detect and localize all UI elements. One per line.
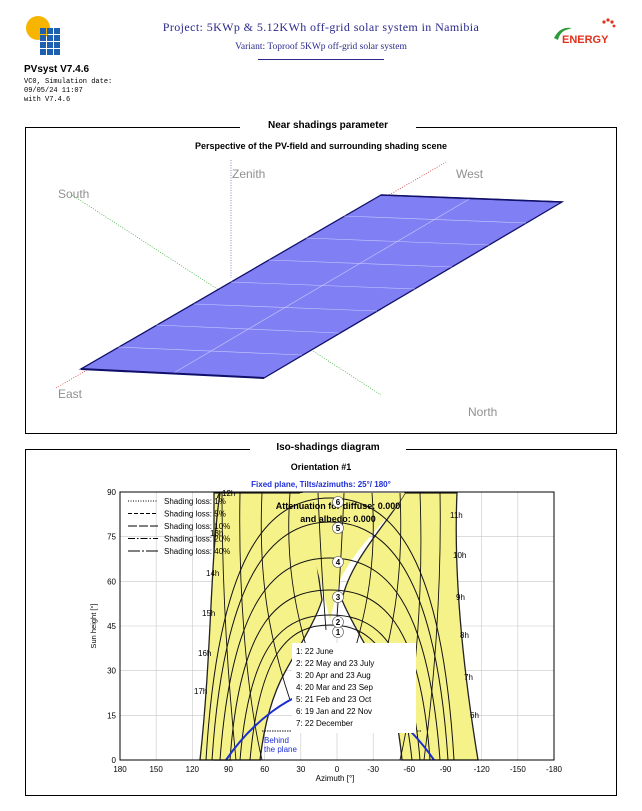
hour-label: 11h (450, 511, 463, 520)
section-rule (124, 449, 244, 450)
date-marker-number: 5 (336, 524, 341, 533)
project-title: Project: 5KWp & 5.12KWh off-grid solar s… (162, 20, 480, 34)
date-legend-item: 3: 20 Apr and 23 Aug (296, 671, 371, 680)
date-legend-item: 7: 22 December (296, 719, 353, 728)
date-legend-item: 6: 19 Jan and 22 Nov (296, 707, 372, 716)
y-tick-label: 30 (107, 667, 116, 676)
hour-label: 6h (470, 711, 479, 720)
y-tick-label: 45 (107, 622, 116, 631)
date-legend-item: 5: 21 Feb and 23 Oct (296, 695, 372, 704)
variant-title: Variant: Toproof 5KWp off-grid solar sys… (235, 42, 407, 52)
pv-module-grid (117, 197, 527, 375)
x-tick-label: 150 (149, 765, 163, 774)
date-marker-number: 3 (336, 593, 341, 602)
x-tick-label: 120 (186, 765, 200, 774)
energy-brand-logo: ENERGY (554, 18, 616, 46)
south-label: South (58, 187, 89, 201)
section-rule (410, 127, 518, 128)
hour-label: 10h (453, 551, 466, 560)
y-tick-label: 60 (107, 577, 116, 586)
date-marker-number: 4 (336, 558, 341, 567)
y-tick-label: 90 (107, 488, 116, 497)
y-tick-label: 75 (107, 533, 116, 542)
x-tick-label: -30 (367, 765, 379, 774)
date-marker-circle (332, 556, 344, 568)
hour-label: 12h (222, 489, 235, 498)
zenith-label: Zenith (232, 167, 265, 181)
x-tick-label: 90 (224, 765, 233, 774)
x-tick-label: 0 (335, 765, 340, 774)
sun-paths (205, 497, 455, 761)
date-markers: 12 3 4 5 6 7 (216, 491, 344, 638)
legend-item: Shading loss: 5% (164, 510, 226, 519)
hour-label: 17h (194, 687, 207, 696)
legend-item: Shading loss: 20% (164, 535, 230, 544)
date-marker-circle (332, 522, 344, 534)
x-tick-label: -150 (510, 765, 527, 774)
plane-parameters: Fixed plane, Tilts/azimuths: 25°/ 180° (251, 480, 391, 489)
hour-lines (221, 492, 441, 761)
perspective-scene: Zenith West South East North (55, 160, 565, 419)
hour-label: 14h (206, 569, 219, 578)
date-marker-circle (332, 616, 344, 628)
attenuation-albedo: and albedo: 0.000 (300, 514, 376, 524)
x-tick-label: -180 (546, 765, 563, 774)
hour-label: 7h (464, 673, 473, 682)
x-tick-label: -60 (404, 765, 416, 774)
date-marker-number: 1 (336, 628, 341, 637)
hour-label: 8h (460, 631, 469, 640)
north-label: North (468, 405, 497, 419)
date-marker-number: 7 (216, 491, 221, 500)
x-tick-label: 30 (296, 765, 305, 774)
y-axis-label: Sun height [°] (89, 603, 98, 648)
date-legend-item: 2: 22 May and 23 July (296, 659, 374, 668)
legend-item: Shading loss: 10% (164, 522, 230, 531)
date-marker-number: 6 (336, 498, 341, 507)
axis-ticks: 180 150 120 90 60 30 0 -30 -60 -90 -120 -150 -180015… (107, 488, 562, 774)
orientation-title: Orientation #1 (290, 462, 352, 472)
x-tick-label: -120 (474, 765, 491, 774)
date-legend-item: 4: 20 Mar and 23 Sep (296, 683, 373, 692)
iso-shadings-section-title: Iso-shadings diagram (250, 442, 406, 453)
east-label: East (58, 387, 83, 401)
app-name: PVsyst V7.4.6 (24, 64, 90, 75)
date-marker-circle (332, 496, 344, 508)
shade-zone-top (300, 493, 405, 620)
simulation-meta-line: VC0, Simulation date: (24, 78, 113, 86)
shading-loss-legend: Shading loss: 1% Shading loss: 5% Shading … (128, 497, 230, 556)
section-rule (124, 127, 234, 128)
legend-item: Shading loss: 40% (164, 547, 230, 556)
pvsyst-logo (26, 16, 60, 55)
west-label: West (456, 167, 484, 181)
perspective-title: Perspective of the PV-field and surround… (194, 141, 448, 151)
hour-label: 13h (210, 529, 223, 538)
y-tick-label: 15 (107, 711, 116, 720)
plot-frame (119, 491, 555, 761)
date-marker-number: 2 (336, 618, 341, 627)
section-rule (398, 449, 518, 450)
brand-name: ENERGY (562, 34, 609, 46)
date-legend-item: 1: 22 June (296, 647, 334, 656)
behind-plane-label: Behind (264, 736, 289, 745)
x-tick-label: 180 (113, 765, 127, 774)
x-tick-label: 60 (260, 765, 269, 774)
variant-underline (258, 59, 384, 60)
simulation-version: with V7.4.6 (24, 96, 71, 104)
hour-labels: 6h 7h 8h 9h 10h 11h 17h 16h 15h 14h 13h 12h (194, 489, 479, 720)
x-axis-label: Azimuth [°] (316, 774, 355, 783)
date-legend: 1: 22 June 2: 22 May and 23 July 3: 20 Apr… (296, 647, 374, 728)
simulation-date: 09/05/24 11:07 (24, 87, 83, 95)
x-tick-label: -90 (440, 765, 452, 774)
near-shadings-section-title: Near shadings parameter (240, 120, 416, 131)
y-tick-label: 0 (112, 756, 117, 765)
hour-label: 15h (202, 609, 215, 618)
date-marker-circle (332, 591, 344, 603)
hour-label: 16h (198, 649, 211, 658)
legend-item: Shading loss: 1% (164, 497, 226, 506)
hour-label: 9h (456, 593, 465, 602)
behind-plane-label-2: the plane (264, 745, 297, 754)
date-legend-box (292, 643, 416, 733)
